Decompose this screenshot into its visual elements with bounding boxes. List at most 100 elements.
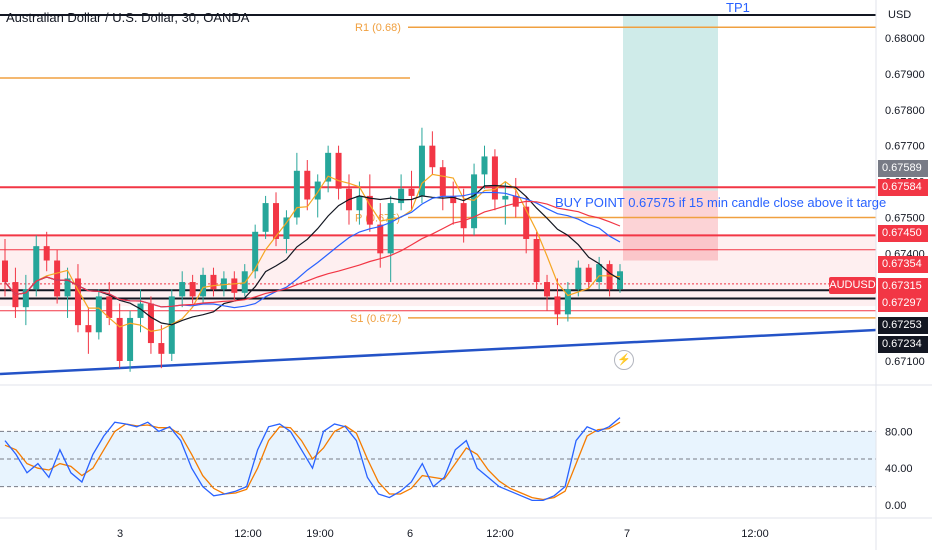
candle — [366, 174, 373, 232]
candle — [293, 152, 300, 225]
candle-body — [43, 246, 50, 261]
candle — [502, 181, 509, 225]
trend-line — [0, 328, 877, 376]
candle-body — [2, 260, 8, 283]
candle-body — [398, 188, 405, 204]
candle-body — [533, 238, 540, 283]
candle-body — [481, 156, 488, 175]
candle-body — [429, 145, 436, 168]
oscillator-pane: 80.00 40.00 0.00 — [0, 384, 932, 512]
candle-body — [460, 203, 467, 229]
time-tick: 6 — [407, 528, 413, 540]
r1-label: R1 (0.68) — [355, 22, 401, 34]
candle — [544, 274, 551, 311]
candle — [398, 174, 405, 211]
candle-body — [22, 289, 29, 308]
candle-body — [220, 278, 227, 290]
candle-body — [502, 195, 509, 200]
tp1-annotation[interactable]: TP1 — [726, 0, 750, 15]
candle-body — [33, 246, 40, 290]
time-tick: 19:00 — [306, 528, 334, 540]
candle-body — [116, 317, 123, 361]
target-zone — [623, 16, 718, 191]
candle-body — [189, 282, 196, 297]
candle-body — [179, 282, 186, 297]
candle — [231, 271, 238, 300]
price-pane: R1 (0.68)P (0.675)S1 (0.672) — [0, 14, 877, 376]
candle — [491, 149, 498, 211]
candle-body — [64, 278, 71, 297]
time-axis[interactable]: 3 12:00 19:00 6 12:00 7 12:00 — [0, 517, 932, 540]
candle-body — [314, 181, 321, 200]
candle-body — [283, 217, 290, 239]
candle — [252, 224, 259, 279]
candle-body — [127, 317, 134, 361]
candle — [606, 260, 613, 297]
osc-tick: 80.00 — [885, 426, 913, 438]
candle — [575, 260, 582, 297]
candle-body — [304, 170, 311, 200]
candle-body — [450, 195, 457, 204]
candle-body — [418, 145, 425, 196]
time-tick: 12:00 — [486, 528, 514, 540]
candle — [85, 307, 92, 354]
candle-body — [356, 195, 363, 211]
candle-body — [408, 188, 415, 196]
price-tick: 0.67100 — [885, 356, 925, 368]
candle — [439, 160, 446, 211]
candle — [325, 145, 332, 193]
candle — [596, 256, 603, 290]
candle-body — [387, 203, 394, 254]
price-tag: 0.67234 — [878, 336, 928, 353]
price-tag: 0.67450 — [878, 225, 928, 242]
candle — [200, 267, 207, 304]
candle-body — [335, 152, 342, 189]
candle-body — [54, 260, 61, 297]
candle-body — [210, 274, 217, 290]
candle — [471, 163, 478, 236]
candle — [74, 264, 81, 333]
time-tick: 7 — [624, 528, 630, 540]
candle — [2, 238, 8, 297]
price-tick: 0.67900 — [885, 69, 925, 81]
lightning-icon[interactable]: ⚡ — [614, 350, 634, 370]
candle-body — [523, 206, 530, 239]
candle-body — [85, 325, 92, 333]
candle — [533, 231, 540, 290]
candle — [512, 177, 519, 218]
candle-body — [544, 282, 551, 297]
candle-body — [137, 303, 144, 318]
time-tick: 3 — [117, 528, 123, 540]
candle-body — [273, 203, 280, 239]
price-tag: 0.67589 — [878, 160, 928, 177]
candle — [64, 267, 71, 318]
price-tick: 0.68000 — [885, 33, 925, 45]
buy-point-annotation[interactable]: BUY POINT 0.67575 if 15 min candle close… — [555, 195, 887, 210]
candle — [220, 271, 227, 297]
candle — [95, 289, 102, 340]
ma-long — [4, 200, 621, 308]
candle — [283, 210, 290, 254]
price-tick: 0.67800 — [885, 105, 925, 117]
price-tag: 0.67253 — [878, 317, 928, 334]
candle — [304, 160, 311, 211]
candle — [335, 145, 342, 200]
candle-body — [564, 289, 571, 315]
price-tag: 0.67297 — [878, 295, 928, 312]
candle — [617, 264, 623, 293]
candle — [189, 274, 196, 304]
candle-body — [585, 267, 592, 283]
candle-body — [606, 264, 613, 290]
price-tick: 0.67500 — [885, 212, 925, 224]
candle — [377, 203, 384, 268]
price-tag: 0.67584 — [878, 179, 928, 196]
stop-zone — [623, 190, 718, 261]
candle-body — [147, 303, 154, 344]
candle-body — [596, 264, 603, 283]
candle — [127, 310, 134, 372]
candle — [356, 181, 363, 225]
candle — [22, 274, 29, 326]
candle-body — [95, 296, 102, 333]
currency-label: USD — [888, 9, 912, 21]
